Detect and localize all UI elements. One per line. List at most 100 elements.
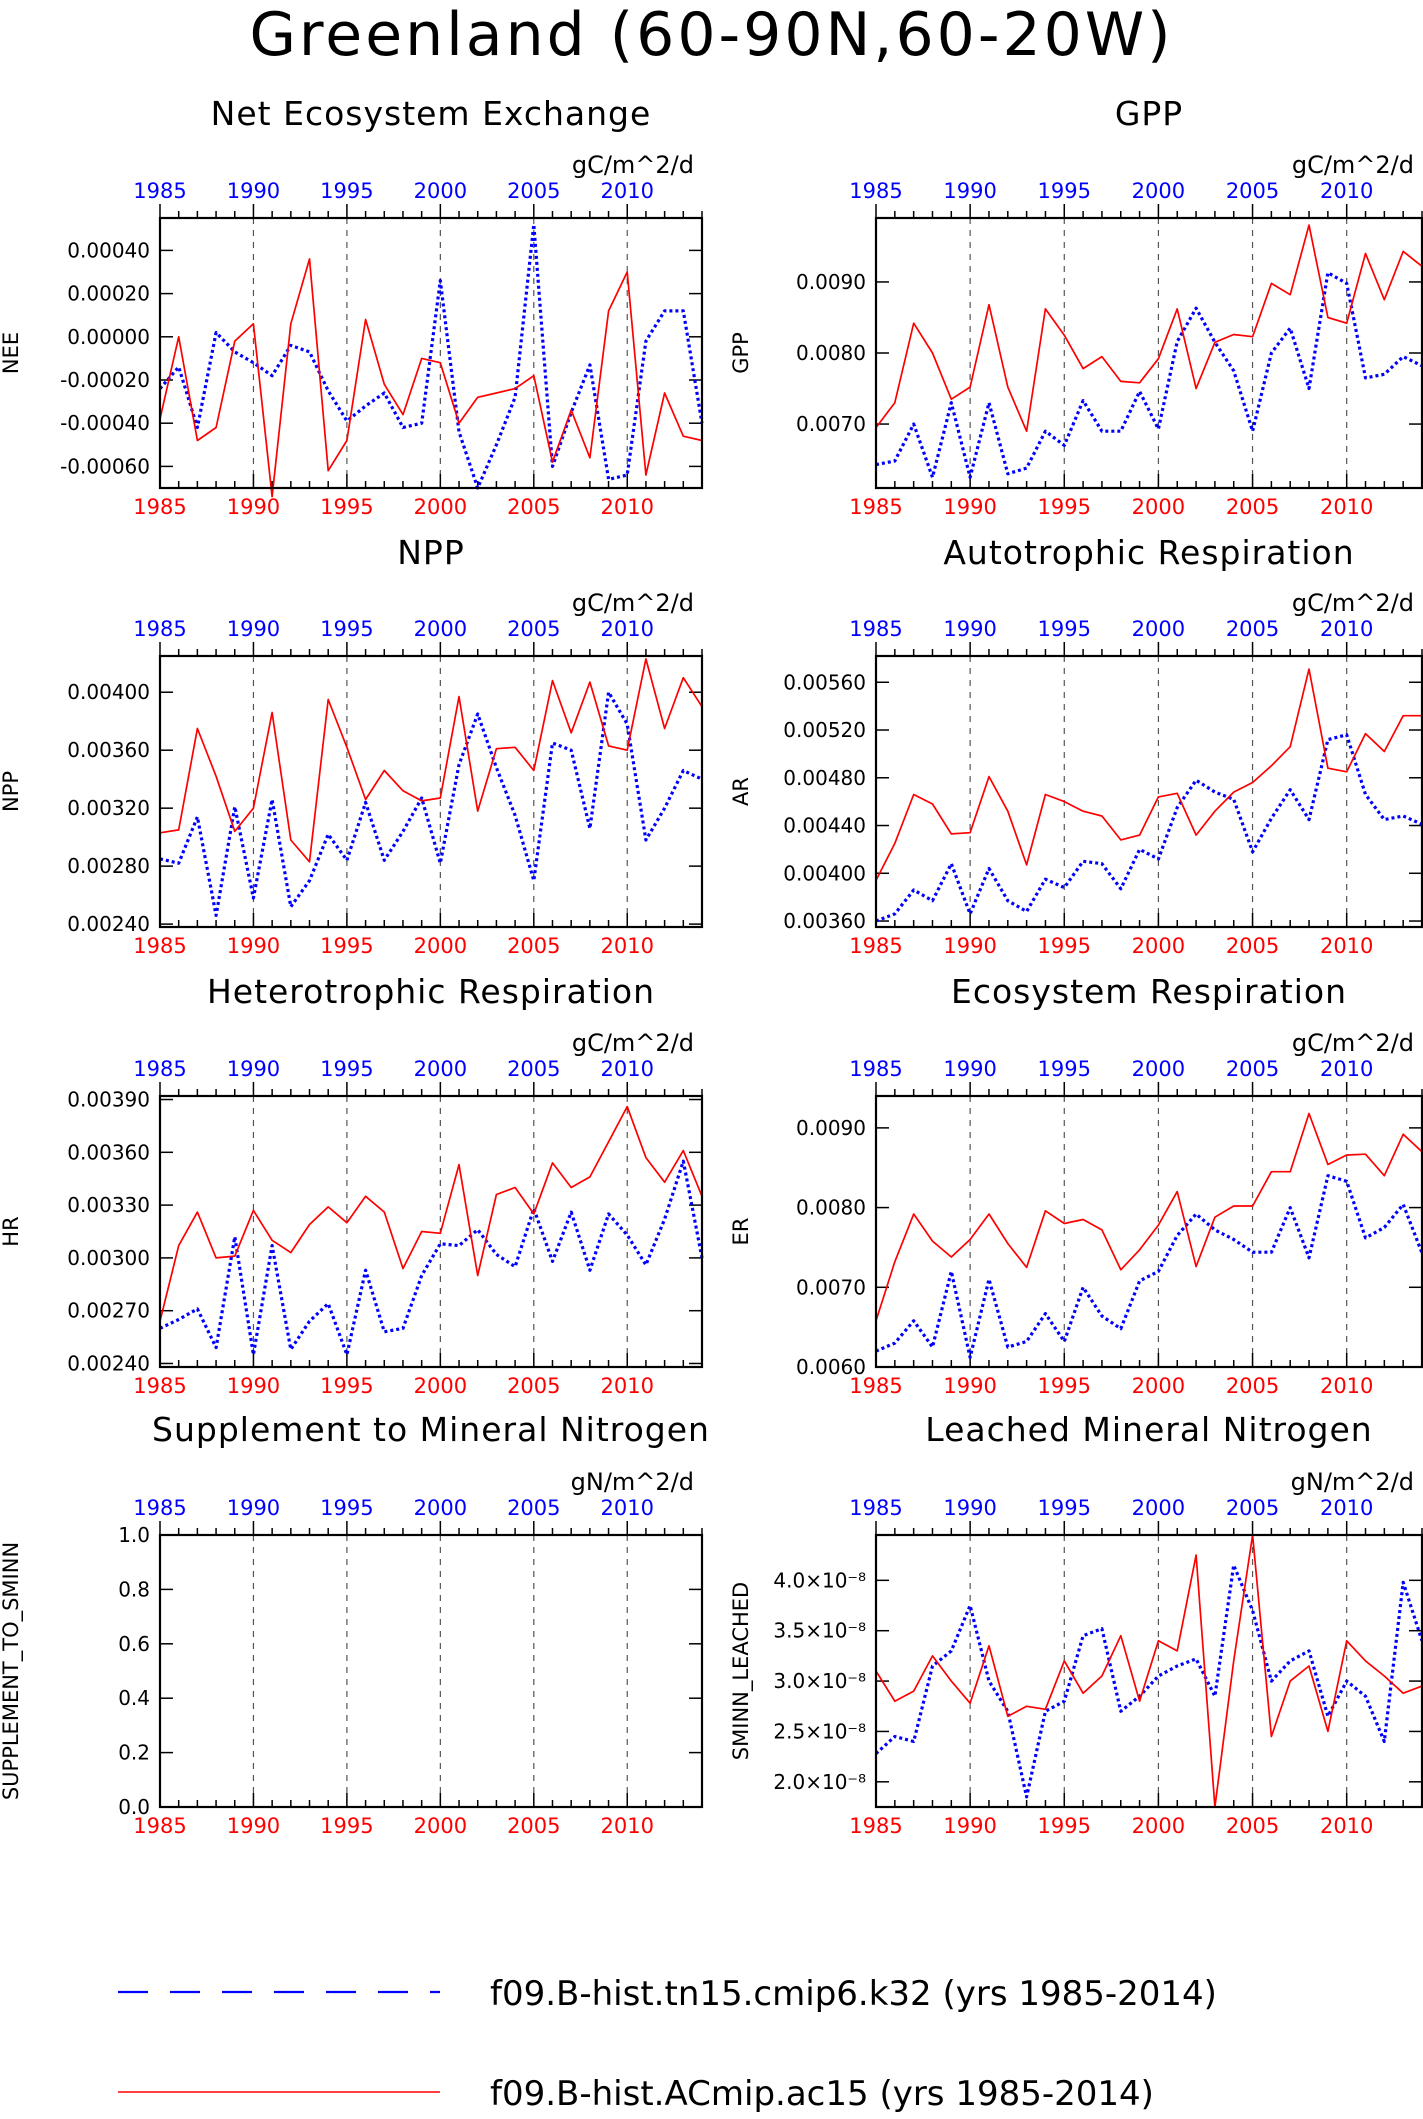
plot-frame xyxy=(158,1533,704,1809)
y-tick-label: 0.0070 xyxy=(796,412,866,436)
units-label: gC/m^2/d xyxy=(572,151,694,179)
x-tick-label-bottom: 2000 xyxy=(414,495,467,519)
series-line-acmip xyxy=(875,1112,1423,1322)
x-tick-label-bottom: 2005 xyxy=(1226,1814,1279,1838)
y-axis-label: HR xyxy=(0,1216,23,1246)
y-tick-label: 4.0×10⁻⁸ xyxy=(773,1568,866,1592)
y-tick-label: 3.0×10⁻⁸ xyxy=(773,1669,866,1693)
x-tick-label-bottom: 1995 xyxy=(320,934,373,958)
x-tick-label-bottom: 1985 xyxy=(849,934,902,958)
x-tick-label-bottom: 1995 xyxy=(320,495,373,519)
x-tick-label-bottom: 2005 xyxy=(1226,1374,1279,1398)
series-line-acmip xyxy=(159,1105,703,1322)
plot-frame xyxy=(874,654,1423,929)
units-label: gC/m^2/d xyxy=(1292,589,1414,617)
x-tick-label-top: 1990 xyxy=(943,179,996,203)
x-tick-label-bottom: 1985 xyxy=(849,495,902,519)
y-tick-label: 0.0090 xyxy=(796,270,866,294)
x-tick-label-bottom: 2000 xyxy=(1132,1814,1185,1838)
y-axis-label: ER xyxy=(729,1218,753,1246)
page-title: Greenland (60-90N,60-20W) xyxy=(249,0,1174,70)
x-tick-label-top: 2005 xyxy=(507,179,560,203)
x-tick-label-top: 1995 xyxy=(320,1496,373,1520)
x-tick-label-top: 1990 xyxy=(943,1057,996,1081)
x-tick-label-bottom: 1985 xyxy=(133,934,186,958)
y-tick-label: 0.00360 xyxy=(67,738,150,762)
x-tick-label-bottom: 2010 xyxy=(601,1374,654,1398)
x-tick-label-bottom: 2010 xyxy=(1320,495,1373,519)
x-tick-label-top: 2010 xyxy=(1320,179,1373,203)
x-tick-label-top: 1995 xyxy=(320,1057,373,1081)
plot-frame xyxy=(874,1533,1423,1809)
x-tick-label-bottom: 1985 xyxy=(133,1374,186,1398)
y-tick-label: 0.00360 xyxy=(67,1140,150,1164)
x-tick-label-top: 2010 xyxy=(601,617,654,641)
panel-title: Heterotrophic Respiration xyxy=(207,972,655,1011)
x-tick-label-top: 1990 xyxy=(943,1496,996,1520)
charts-canvas: Net Ecosystem Exchange gC/m^2/d 1985 1990 19… xyxy=(0,94,1423,1838)
y-tick-label: 0.8 xyxy=(118,1577,150,1601)
x-tick-label-bottom: 1995 xyxy=(320,1814,373,1838)
x-tick-label-top: 2005 xyxy=(507,1057,560,1081)
y-axis-label: NEE xyxy=(0,332,23,374)
chart-5: Heterotrophic Respiration gC/m^2/d 1985 199… xyxy=(0,972,704,1398)
y-tick-label: 0.0070 xyxy=(796,1275,866,1299)
series-line-acmip xyxy=(875,224,1423,433)
x-tick-label-top: 1995 xyxy=(1038,179,1091,203)
x-tick-label-bottom: 1985 xyxy=(133,1814,186,1838)
x-tick-label-top: 1990 xyxy=(227,1496,280,1520)
x-tick-label-top: 1985 xyxy=(849,1496,902,1520)
y-axis-label: SMINN_LEACHED xyxy=(729,1582,754,1760)
series-line-acmip xyxy=(875,1534,1423,1808)
series-line-tn15 xyxy=(875,733,1423,923)
x-tick-label-bottom: 1990 xyxy=(227,495,280,519)
x-tick-label-top: 2010 xyxy=(601,1496,654,1520)
units-label: gN/m^2/d xyxy=(571,1468,694,1496)
x-tick-label-top: 1985 xyxy=(133,179,186,203)
y-tick-label: 0.00040 xyxy=(67,238,150,262)
x-tick-label-top: 2000 xyxy=(1132,617,1185,641)
x-tick-label-bottom: 1990 xyxy=(943,1374,996,1398)
x-tick-label-bottom: 2005 xyxy=(1226,495,1279,519)
y-tick-label: -0.00060 xyxy=(60,454,150,478)
y-tick-label: 0.2 xyxy=(118,1741,150,1765)
y-tick-label: 0.0090 xyxy=(796,1116,866,1140)
panel-title: Leached Mineral Nitrogen xyxy=(925,1410,1372,1449)
units-label: gC/m^2/d xyxy=(1292,151,1414,179)
x-tick-label-top: 1985 xyxy=(849,1057,902,1081)
series-line-tn15 xyxy=(159,1159,704,1357)
y-axis-label: NPP xyxy=(0,771,23,812)
panel-title: Ecosystem Respiration xyxy=(951,972,1347,1011)
x-tick-label-bottom: 1995 xyxy=(1038,495,1091,519)
x-tick-label-top: 2000 xyxy=(414,179,467,203)
y-tick-label: 2.5×10⁻⁸ xyxy=(773,1719,866,1743)
y-tick-label: 0.00240 xyxy=(67,912,150,936)
y-tick-label: 0.00020 xyxy=(67,282,150,306)
series-line-tn15 xyxy=(158,222,704,490)
y-tick-label: 0.00400 xyxy=(67,680,150,704)
y-tick-label: 0.00270 xyxy=(67,1299,150,1323)
x-tick-label-top: 1990 xyxy=(227,617,280,641)
chart-7: Supplement to Mineral Nitrogen gN/m^2/d 19… xyxy=(0,1410,709,1838)
units-label: gC/m^2/d xyxy=(572,589,694,617)
x-tick-label-bottom: 2000 xyxy=(414,1374,467,1398)
x-tick-label-bottom: 2005 xyxy=(1226,934,1279,958)
x-tick-label-bottom: 1985 xyxy=(133,495,186,519)
x-tick-label-bottom: 1990 xyxy=(943,1814,996,1838)
x-tick-label-bottom: 1995 xyxy=(1038,934,1091,958)
x-tick-label-bottom: 2010 xyxy=(601,1814,654,1838)
y-tick-label: 0.0080 xyxy=(796,1196,866,1220)
x-tick-label-bottom: 2000 xyxy=(1132,1374,1185,1398)
x-tick-label-top: 2000 xyxy=(414,1496,467,1520)
x-tick-label-bottom: 2000 xyxy=(1132,934,1185,958)
units-label: gC/m^2/d xyxy=(572,1029,694,1057)
x-tick-label-top: 1985 xyxy=(133,617,186,641)
x-tick-label-bottom: 2010 xyxy=(601,934,654,958)
units-label: gC/m^2/d xyxy=(1292,1029,1414,1057)
panel-title: GPP xyxy=(1115,94,1183,133)
y-tick-label: -0.00020 xyxy=(60,368,150,392)
x-tick-label-top: 1995 xyxy=(1038,1496,1091,1520)
x-tick-label-top: 2005 xyxy=(1226,179,1279,203)
x-tick-label-top: 1995 xyxy=(320,179,373,203)
x-tick-label-top: 2010 xyxy=(601,179,654,203)
